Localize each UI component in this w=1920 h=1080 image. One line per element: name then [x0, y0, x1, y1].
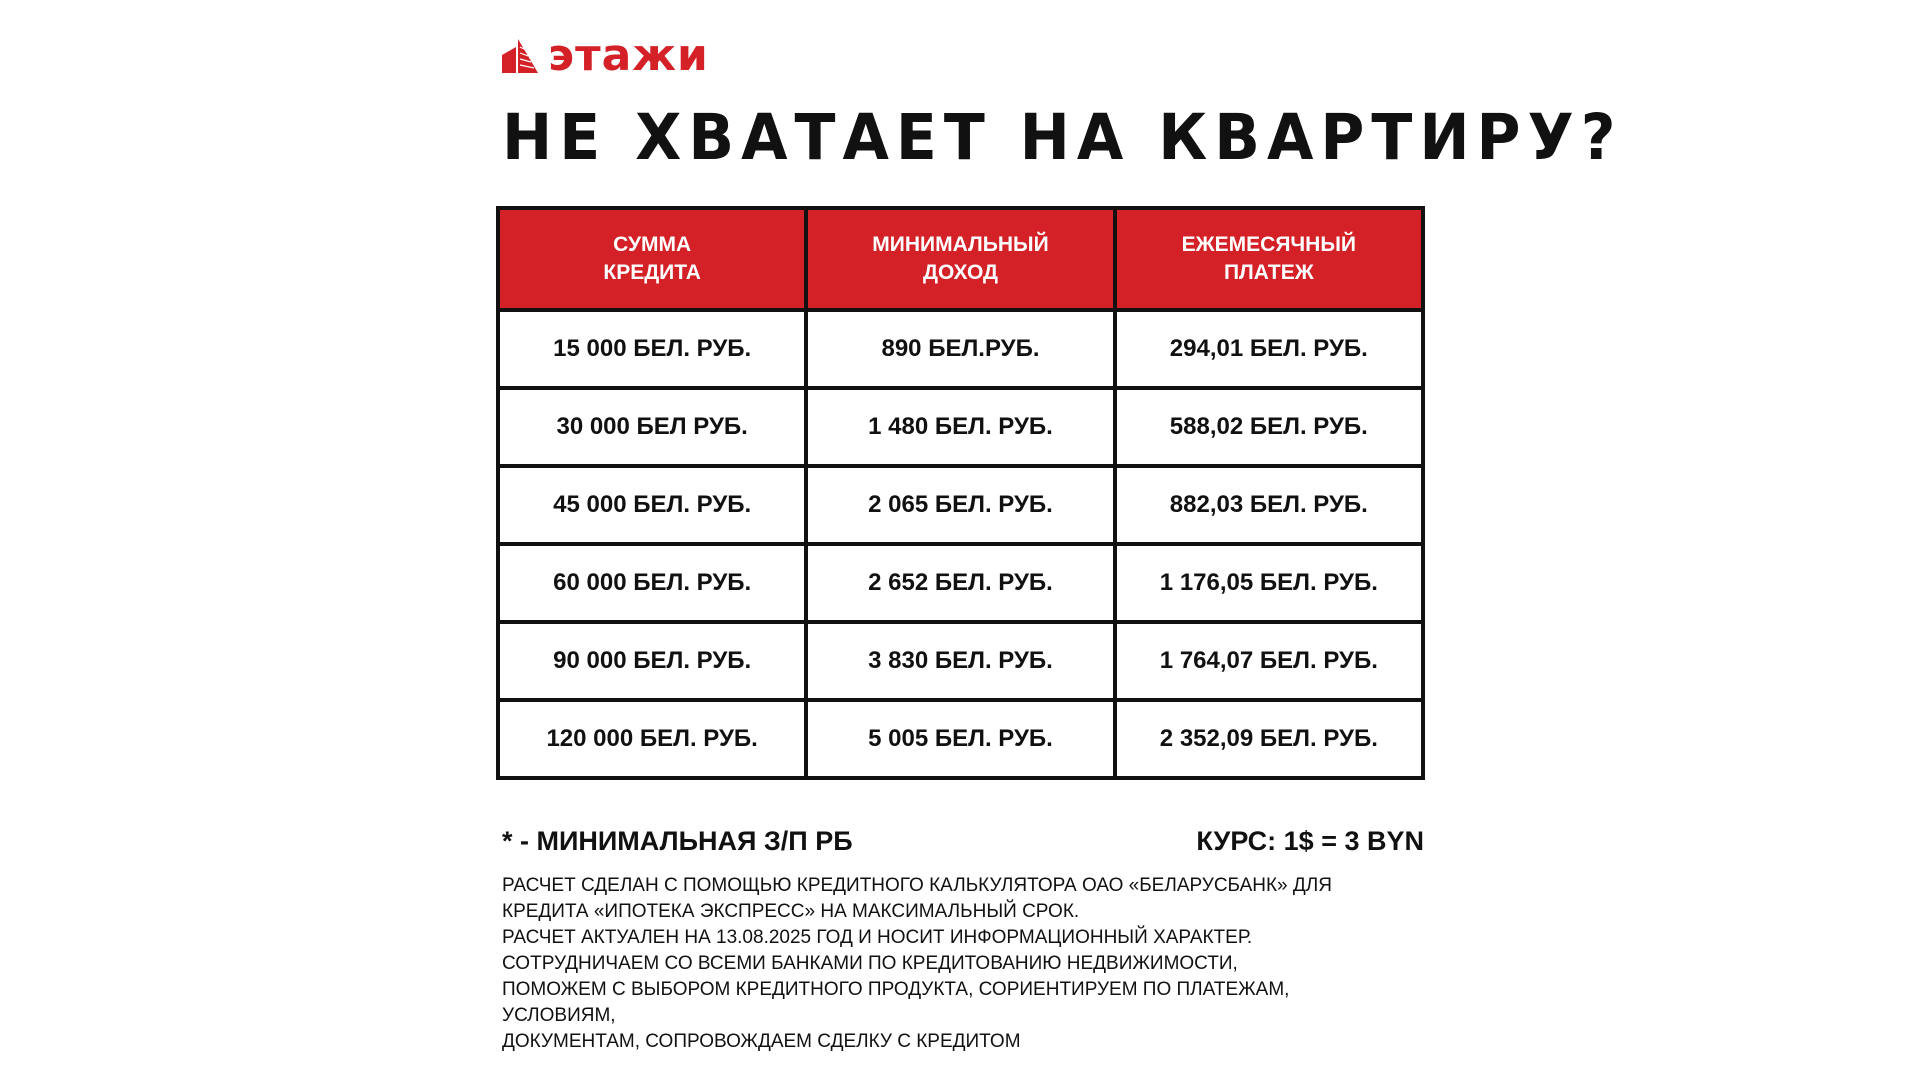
exchange-rate: КУРС: 1$ = 3 BYN: [1196, 826, 1424, 856]
header-monthly-payment: ЕЖЕМЕСЯЧНЫЙ ПЛАТЕЖ: [1112, 206, 1426, 312]
cell-min-income: 3 830 БЕЛ. РУБ.: [804, 620, 1117, 702]
note-line: СОТРУДНИЧАЕМ СО ВСЕМИ БАНКАМИ ПО КРЕДИТО…: [502, 953, 1238, 974]
table-row: 15 000 БЕЛ. РУБ. 890 БЕЛ.РУБ. 294,01 БЕЛ. …: [495, 308, 1426, 390]
cell-min-income: 890 БЕЛ.РУБ.: [804, 308, 1117, 390]
cell-loan-amount: 15 000 БЕЛ. РУБ.: [495, 308, 809, 390]
note-line: КРЕДИТА «ИПОТЕКА ЭКСПРЕСС» НА МАКСИМАЛЬН…: [502, 901, 1080, 922]
table-row: 30 000 БЕЛ РУБ. 1 480 БЕЛ. РУБ. 588,02 БЕЛ…: [495, 386, 1426, 468]
table-row: 45 000 БЕЛ. РУБ. 2 065 БЕЛ. РУБ. 882,03 БЕ…: [495, 464, 1426, 546]
header-min-income: МИНИМАЛЬНЫЙ ДОХОД: [804, 206, 1117, 312]
cell-loan-amount: 60 000 БЕЛ. РУБ.: [495, 542, 809, 624]
cell-monthly-payment: 1 764,07 БЕЛ. РУБ.: [1112, 620, 1426, 702]
note-line: ПОМОЖЕМ С ВЫБОРОМ КРЕДИТНОГО ПРОДУКТА, С…: [502, 979, 1290, 1000]
table-row: 90 000 БЕЛ. РУБ. 3 830 БЕЛ. РУБ. 1 764,07 …: [495, 620, 1426, 702]
note-line: РАСЧЕТ АКТУАЛЕН НА 13.08.2025 ГОД И НОСИ…: [502, 927, 1253, 948]
note-line: ДОКУМЕНТАМ, СОПРОВОЖДАЕМ СДЕЛКУ С КРЕДИТ…: [502, 1031, 1021, 1052]
cell-min-income: 2 652 БЕЛ. РУБ.: [804, 542, 1117, 624]
footnote-min-wage: * - МИНИМАЛЬНАЯ З/П РБ: [502, 826, 853, 856]
brand-logo: этажи: [502, 34, 709, 78]
disclaimer-notes: РАСЧЕТ СДЕЛАН С ПОМОЩЬЮ КРЕДИТНОГО КАЛЬК…: [502, 873, 1442, 1055]
table-header-row: СУММА КРЕДИТА МИНИМАЛЬНЫЙ ДОХОД ЕЖЕМЕСЯЧНЫ…: [495, 206, 1426, 312]
note-line: УСЛОВИЯМ,: [502, 1005, 616, 1026]
page-title: НЕ ХВАТАЕТ НА КВАРТИРУ?: [502, 101, 1623, 175]
credit-table: СУММА КРЕДИТА МИНИМАЛЬНЫЙ ДОХОД ЕЖЕМЕСЯЧНЫ…: [495, 206, 1426, 780]
cell-monthly-payment: 1 176,05 БЕЛ. РУБ.: [1112, 542, 1426, 624]
cell-monthly-payment: 2 352,09 БЕЛ. РУБ.: [1112, 698, 1426, 780]
cell-min-income: 1 480 БЕЛ. РУБ.: [804, 386, 1117, 468]
cell-monthly-payment: 294,01 БЕЛ. РУБ.: [1112, 308, 1426, 390]
cell-min-income: 2 065 БЕЛ. РУБ.: [804, 464, 1117, 546]
cell-loan-amount: 120 000 БЕЛ. РУБ.: [495, 698, 809, 780]
table-row: 60 000 БЕЛ. РУБ. 2 652 БЕЛ. РУБ. 1 176,05 …: [495, 542, 1426, 624]
cell-loan-amount: 30 000 БЕЛ РУБ.: [495, 386, 809, 468]
building-icon: [502, 39, 538, 73]
cell-min-income: 5 005 БЕЛ. РУБ.: [804, 698, 1117, 780]
note-line: РАСЧЕТ СДЕЛАН С ПОМОЩЬЮ КРЕДИТНОГО КАЛЬК…: [502, 875, 1332, 896]
brand-name: этажи: [548, 30, 709, 81]
cell-monthly-payment: 882,03 БЕЛ. РУБ.: [1112, 464, 1426, 546]
cell-loan-amount: 45 000 БЕЛ. РУБ.: [495, 464, 809, 546]
header-loan-amount: СУММА КРЕДИТА: [495, 206, 809, 312]
cell-loan-amount: 90 000 БЕЛ. РУБ.: [495, 620, 809, 702]
table-row: 120 000 БЕЛ. РУБ. 5 005 БЕЛ. РУБ. 2 352,09…: [495, 698, 1426, 780]
footnote-bar: * - МИНИМАЛЬНАЯ З/П РБ КУРС: 1$ = 3 BYN: [502, 826, 1424, 857]
cell-monthly-payment: 588,02 БЕЛ. РУБ.: [1112, 386, 1426, 468]
